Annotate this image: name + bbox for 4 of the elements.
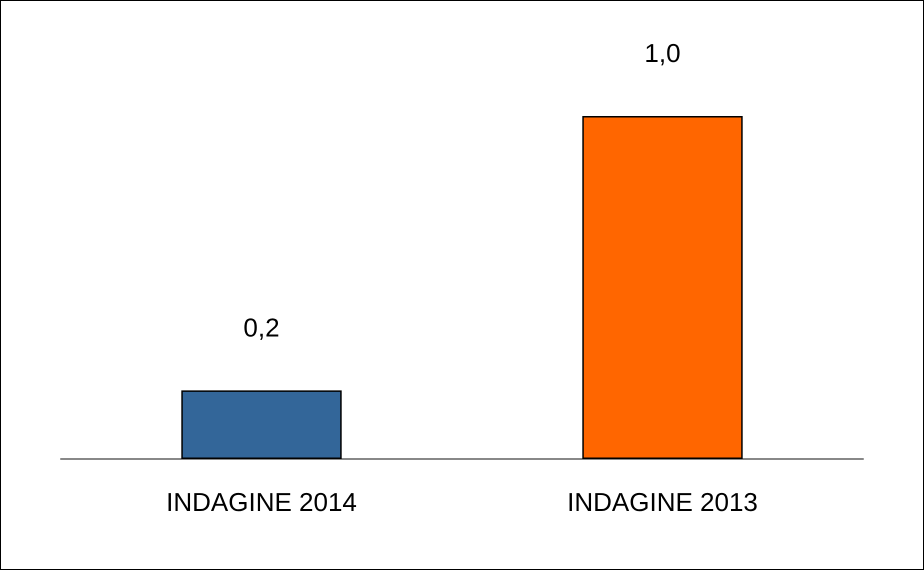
data-label: 1,0 bbox=[644, 38, 681, 68]
x-tick-label: INDAGINE 2013 bbox=[567, 487, 758, 517]
data-label: 0,2 bbox=[243, 312, 280, 342]
x-tick-label: INDAGINE 2014 bbox=[166, 487, 357, 517]
